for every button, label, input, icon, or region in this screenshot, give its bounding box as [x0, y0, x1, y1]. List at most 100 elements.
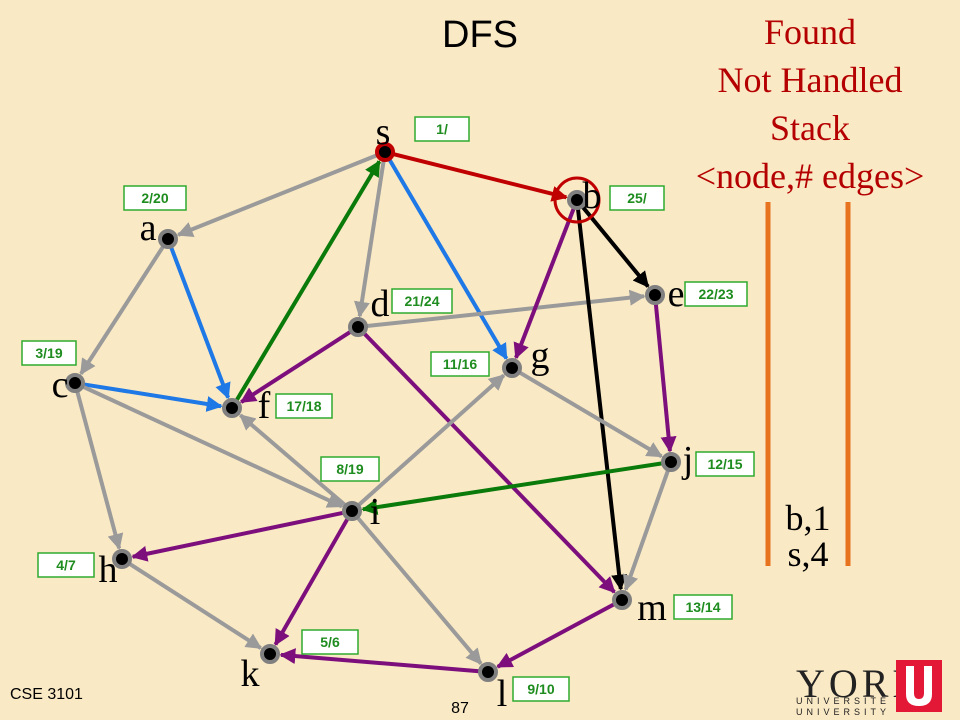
- time-badge-h: 4/7: [37, 552, 95, 578]
- edge-i-k: [273, 517, 350, 646]
- node-a: [158, 229, 178, 249]
- time-badge-d: 21/24: [391, 288, 453, 314]
- legend-found: Found: [763, 12, 857, 52]
- edge-e-j: [653, 303, 677, 453]
- svg-text:12/15: 12/15: [707, 456, 742, 472]
- edge-s-a: [176, 153, 378, 237]
- current-node-ring: [553, 176, 601, 224]
- york-u-icon: [896, 660, 942, 712]
- edge-c-f: [83, 382, 223, 412]
- edge-d-e: [366, 289, 646, 329]
- edge-d-f: [239, 330, 352, 404]
- svg-text:8/19: 8/19: [336, 461, 363, 477]
- stack-entry: s,4: [787, 534, 828, 574]
- svg-text:1/: 1/: [436, 121, 448, 137]
- edge-j-i: [361, 461, 663, 516]
- edge-m-l: [496, 602, 616, 669]
- time-badge-a: 2/20: [123, 185, 187, 211]
- node-label-k: k: [241, 653, 260, 695]
- edge-s-b: [393, 152, 568, 202]
- node-c: [65, 373, 85, 393]
- edge-s-g: [387, 158, 509, 360]
- time-badge-b: 25/: [609, 185, 665, 211]
- node-label-e: e: [668, 273, 685, 315]
- edge-i-h: [131, 510, 344, 562]
- edge-i-g: [357, 373, 506, 507]
- edge-c-i: [82, 384, 344, 509]
- time-badge-s: 1/: [414, 116, 470, 142]
- node-label-f: f: [258, 385, 271, 427]
- legend-node-edges: <node,# edges>: [695, 156, 925, 196]
- edge-a-f: [169, 246, 231, 400]
- node-label-l: l: [497, 673, 508, 715]
- node-g: [502, 358, 522, 378]
- node-label-b: b: [583, 175, 602, 217]
- york-logo-line1: UNIVERSITÉ: [796, 696, 891, 706]
- svg-text:2/20: 2/20: [141, 190, 168, 206]
- edge-h-k: [128, 562, 263, 650]
- edge-j-m: [622, 469, 670, 592]
- node-label-s: s: [376, 111, 391, 153]
- node-m: [612, 590, 632, 610]
- node-l: [478, 662, 498, 682]
- edge-i-l: [356, 516, 483, 665]
- edge-d-m: [362, 332, 616, 594]
- svg-text:25/: 25/: [627, 190, 647, 206]
- node-d: [348, 317, 368, 337]
- course-code: CSE 3101: [10, 686, 83, 703]
- node-f: [222, 398, 242, 418]
- node-b: [567, 190, 587, 210]
- time-badge-i: 8/19: [320, 456, 380, 482]
- edge-f-s: [234, 160, 382, 402]
- edge-s-d: [353, 160, 386, 318]
- time-badge-e: 22/23: [684, 281, 748, 307]
- svg-text:22/23: 22/23: [698, 286, 733, 302]
- time-badge-c: 3/19: [21, 340, 77, 366]
- svg-text:21/24: 21/24: [404, 293, 439, 309]
- york-logo-line2: UNIVERSITY: [796, 707, 891, 717]
- edge-b-m: [576, 208, 628, 591]
- svg-text:3/19: 3/19: [35, 345, 62, 361]
- york-logo-mark: [896, 660, 942, 712]
- edge-a-c: [79, 245, 165, 376]
- svg-text:9/10: 9/10: [527, 681, 554, 697]
- node-label-h: h: [99, 549, 118, 591]
- node-label-g: g: [531, 335, 550, 377]
- node-label-j: j: [681, 439, 694, 481]
- time-badge-m: 13/14: [673, 594, 733, 620]
- time-badge-f: 17/18: [275, 393, 333, 419]
- svg-text:13/14: 13/14: [685, 599, 720, 615]
- edge-g-j: [518, 370, 663, 459]
- edge-b-e: [581, 205, 650, 288]
- node-label-c: c: [52, 364, 69, 406]
- node-s: [375, 142, 395, 162]
- node-k: [260, 644, 280, 664]
- edge-c-h: [75, 391, 124, 550]
- time-badge-k: 5/6: [301, 629, 359, 655]
- edge-i-f: [239, 413, 347, 507]
- edge-l-k: [279, 648, 480, 674]
- node-j: [661, 452, 681, 472]
- legend-not-handled: Not Handled: [717, 60, 903, 100]
- svg-text:17/18: 17/18: [286, 398, 321, 414]
- node-label-d: d: [371, 283, 390, 325]
- slide-title: DFS: [442, 14, 518, 56]
- time-badge-l: 9/10: [512, 676, 570, 702]
- node-label-m: m: [637, 587, 667, 629]
- node-label-i: i: [370, 491, 381, 533]
- svg-text:11/16: 11/16: [443, 356, 477, 372]
- node-h: [112, 549, 132, 569]
- stack-entry: b,1: [786, 498, 831, 538]
- svg-text:5/6: 5/6: [320, 634, 340, 650]
- time-badge-g: 11/16: [430, 351, 490, 377]
- edge-b-g: [513, 207, 576, 360]
- page-number: 87: [451, 700, 469, 717]
- time-badge-j: 12/15: [695, 451, 755, 477]
- node-label-a: a: [140, 207, 157, 249]
- node-e: [645, 285, 665, 305]
- legend-stack: Stack: [770, 108, 850, 148]
- svg-text:4/7: 4/7: [56, 557, 76, 573]
- node-i: [342, 501, 362, 521]
